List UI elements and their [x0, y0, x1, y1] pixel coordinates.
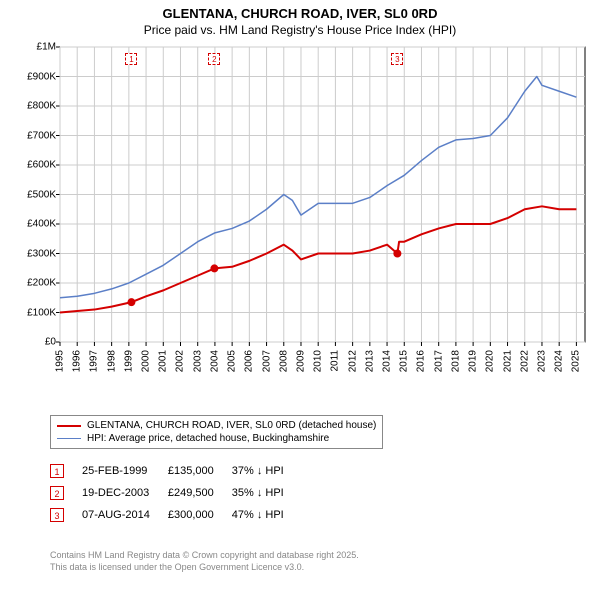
x-tick-label: 2011 — [330, 350, 341, 372]
x-tick-label: 2019 — [468, 350, 479, 372]
x-tick-label: 2013 — [364, 350, 375, 372]
y-tick-label: £400K — [6, 219, 56, 230]
x-tick-label: 2005 — [227, 350, 238, 372]
x-tick-label: 2010 — [313, 350, 324, 372]
event-marker-cell: 3 — [50, 508, 64, 522]
x-tick-label: 1997 — [89, 350, 100, 372]
x-tick-label: 2020 — [485, 350, 496, 372]
event-delta: 35% ↓ HPI — [232, 482, 302, 504]
legend-label: HPI: Average price, detached house, Buck… — [87, 433, 329, 444]
x-tick-label: 2009 — [295, 350, 306, 372]
x-tick-label: 2008 — [278, 350, 289, 372]
legend: GLENTANA, CHURCH ROAD, IVER, SL0 0RD (de… — [50, 415, 383, 449]
table-row: 2 19-DEC-2003£249,50035% ↓ HPI — [50, 482, 302, 504]
y-tick-label: £800K — [6, 101, 56, 112]
event-marker: 2 — [208, 53, 220, 65]
x-tick-label: 2016 — [416, 350, 427, 372]
chart-svg — [10, 42, 590, 372]
x-tick-label: 2007 — [261, 350, 272, 372]
x-tick-label: 2021 — [502, 350, 513, 372]
legend-item: GLENTANA, CHURCH ROAD, IVER, SL0 0RD (de… — [57, 419, 376, 432]
footer-line1: Contains HM Land Registry data © Crown c… — [50, 550, 359, 562]
footer-attribution: Contains HM Land Registry data © Crown c… — [50, 550, 359, 573]
event-delta: 37% ↓ HPI — [232, 460, 302, 482]
legend-swatch — [57, 438, 81, 439]
x-tick-label: 2024 — [554, 350, 565, 372]
x-tick-label: 1995 — [55, 350, 66, 372]
y-tick-label: £0 — [6, 337, 56, 348]
y-tick-label: £300K — [6, 248, 56, 259]
x-tick-label: 2018 — [450, 350, 461, 372]
x-tick-label: 1999 — [123, 350, 134, 372]
event-price: £300,000 — [168, 504, 232, 526]
x-tick-label: 2022 — [519, 350, 530, 372]
event-marker: 1 — [125, 53, 137, 65]
x-tick-label: 2003 — [192, 350, 203, 372]
chart-area: £0£100K£200K£300K£400K£500K£600K£700K£80… — [10, 42, 590, 407]
event-marker-cell: 2 — [50, 486, 64, 500]
x-tick-label: 1996 — [72, 350, 83, 372]
table-row: 3 07-AUG-2014£300,00047% ↓ HPI — [50, 504, 302, 526]
x-tick-label: 2006 — [244, 350, 255, 372]
event-date: 19-DEC-2003 — [82, 482, 168, 504]
event-price: £249,500 — [168, 482, 232, 504]
table-row: 1 25-FEB-1999£135,00037% ↓ HPI — [50, 460, 302, 482]
footer-line2: This data is licensed under the Open Gov… — [50, 562, 359, 574]
events-table: 1 25-FEB-1999£135,00037% ↓ HPI 2 19-DEC-200… — [50, 460, 302, 526]
event-price: £135,000 — [168, 460, 232, 482]
x-tick-label: 2012 — [347, 350, 358, 372]
y-tick-label: £200K — [6, 278, 56, 289]
x-tick-label: 1998 — [106, 350, 117, 372]
y-tick-label: £600K — [6, 160, 56, 171]
legend-swatch — [57, 425, 81, 427]
legend-item: HPI: Average price, detached house, Buck… — [57, 432, 376, 445]
y-tick-label: £700K — [6, 130, 56, 141]
y-tick-label: £100K — [6, 307, 56, 318]
x-tick-label: 2025 — [571, 350, 582, 372]
x-tick-label: 2000 — [141, 350, 152, 372]
x-tick-label: 2014 — [382, 350, 393, 372]
x-tick-label: 2001 — [158, 350, 169, 372]
event-marker-cell: 1 — [50, 464, 64, 478]
event-delta: 47% ↓ HPI — [232, 504, 302, 526]
y-tick-label: £1M — [6, 42, 56, 53]
legend-label: GLENTANA, CHURCH ROAD, IVER, SL0 0RD (de… — [87, 420, 376, 431]
event-marker: 3 — [391, 53, 403, 65]
x-tick-label: 2017 — [433, 350, 444, 372]
page-subtitle: Price paid vs. HM Land Registry's House … — [0, 21, 600, 37]
page-title: GLENTANA, CHURCH ROAD, IVER, SL0 0RD — [0, 0, 600, 21]
y-tick-label: £900K — [6, 71, 56, 82]
x-tick-label: 2002 — [175, 350, 186, 372]
x-tick-label: 2004 — [209, 350, 220, 372]
event-date: 25-FEB-1999 — [82, 460, 168, 482]
y-tick-label: £500K — [6, 189, 56, 200]
event-date: 07-AUG-2014 — [82, 504, 168, 526]
x-tick-label: 2023 — [536, 350, 547, 372]
x-tick-label: 2015 — [399, 350, 410, 372]
